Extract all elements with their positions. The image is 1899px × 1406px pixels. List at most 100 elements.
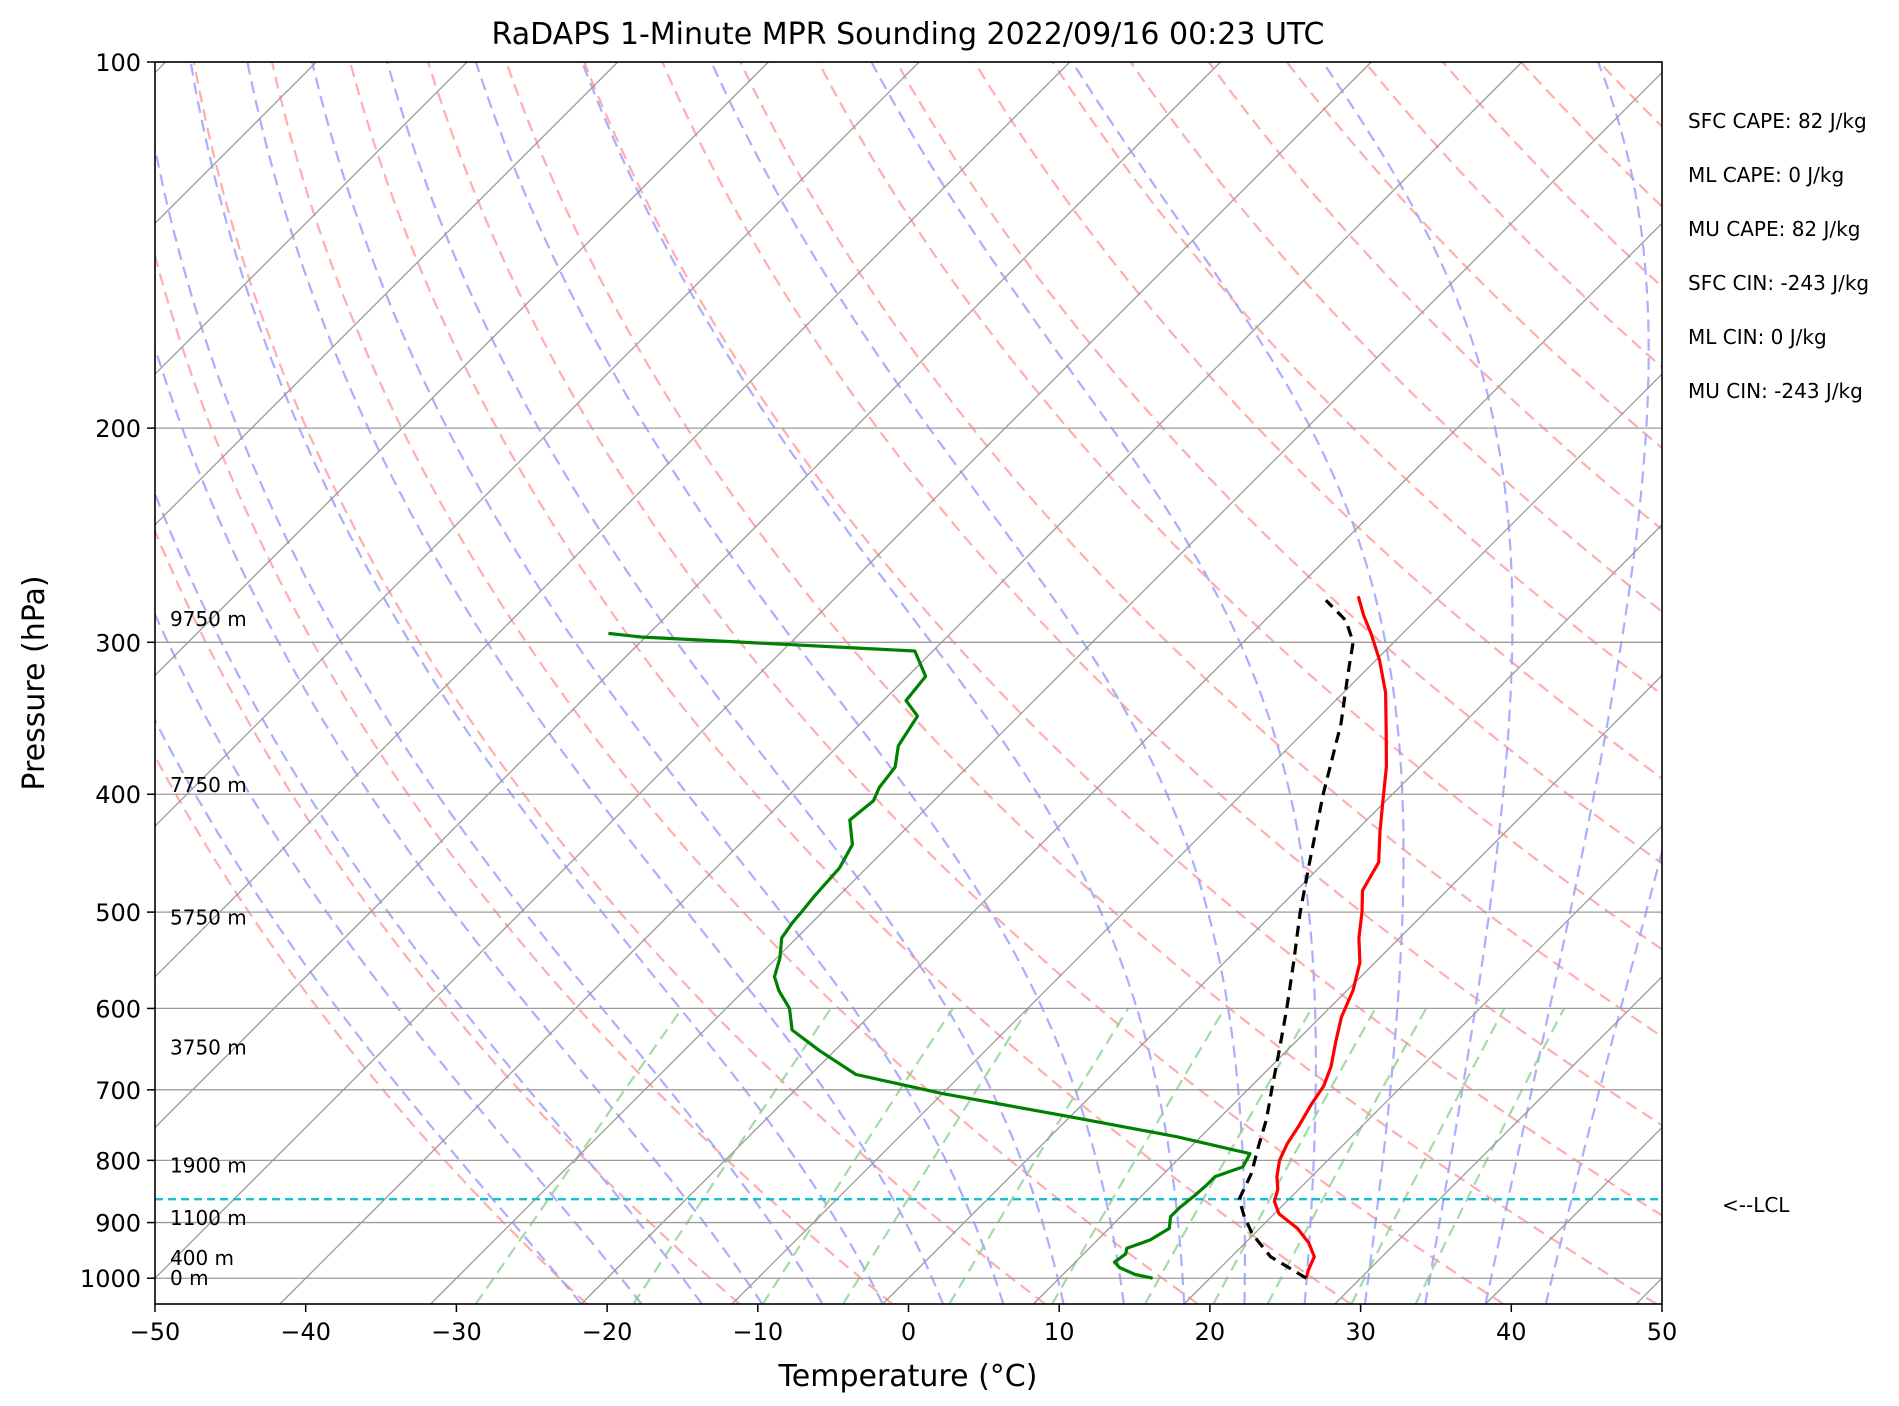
dry-adiabat-line bbox=[270, 62, 1199, 1304]
dry-adiabat-line bbox=[1833, 62, 1899, 1304]
lcl-group: <--LCL bbox=[155, 1193, 1790, 1217]
y-axis: 100 200 300 400 500 600 700 800 900 1000 bbox=[80, 49, 155, 1293]
y-tick-label: 600 bbox=[95, 995, 141, 1023]
dewpoint-profile bbox=[608, 631, 1252, 1280]
dry-adiabat-line bbox=[427, 62, 1505, 1304]
isotherm-line bbox=[155, 62, 1372, 1280]
dry-adiabat-line bbox=[1520, 62, 1662, 208]
moist-adiabat-line bbox=[155, 344, 764, 1304]
x-axis: −50 −40 −30 −20 −10 0 10 20 30 40 50 bbox=[130, 1304, 1678, 1346]
isotherm-line bbox=[1334, 975, 1662, 1304]
sounding-profiles bbox=[608, 595, 1388, 1280]
index-label: MU CIN: -243 J/kg bbox=[1688, 379, 1863, 403]
background-lines bbox=[0, 62, 1899, 1304]
index-label: ML CIN: 0 J/kg bbox=[1688, 325, 1827, 349]
height-label: 3750 m bbox=[170, 1035, 247, 1059]
height-label: 7750 m bbox=[170, 773, 247, 797]
y-tick-label: 300 bbox=[95, 629, 141, 657]
dry-adiabat-line bbox=[192, 62, 1046, 1304]
x-tick-label: −20 bbox=[582, 1318, 633, 1346]
dry-adiabat-line bbox=[155, 528, 741, 1304]
y-tick-label: 1000 bbox=[80, 1265, 141, 1293]
dry-adiabat-line bbox=[155, 754, 588, 1304]
x-tick-label: −50 bbox=[130, 1318, 181, 1346]
mixing-ratio-line bbox=[1212, 1007, 1377, 1304]
isotherm-line bbox=[0, 62, 15, 1304]
isotherm-line bbox=[731, 373, 1662, 1304]
mixing-ratio-line bbox=[761, 1007, 954, 1304]
moist-adiabat-line bbox=[474, 62, 1125, 1304]
isotherm-line bbox=[580, 222, 1662, 1304]
mixing-ratio-line bbox=[474, 1007, 683, 1304]
x-tick-label: −30 bbox=[431, 1318, 482, 1346]
dry-adiabat-line bbox=[973, 62, 1662, 780]
dry-adiabat-line bbox=[1051, 62, 1662, 696]
moist-adiabat-line bbox=[155, 717, 583, 1304]
moist-adiabat-line bbox=[386, 62, 1065, 1304]
mixing-ratio-line bbox=[1051, 1007, 1226, 1304]
index-label: ML CAPE: 0 J/kg bbox=[1688, 163, 1844, 187]
mixing-ratio-line bbox=[1266, 1007, 1428, 1304]
height-label: 1900 m bbox=[170, 1154, 247, 1178]
x-tick-label: 40 bbox=[1496, 1318, 1527, 1346]
dry-adiabat-line bbox=[661, 62, 1662, 1127]
isotherm-line bbox=[1485, 1126, 1662, 1304]
moist-adiabat-line bbox=[710, 62, 1246, 1304]
moist-adiabat-line bbox=[1484, 62, 1650, 1304]
y-tick-label: 200 bbox=[95, 415, 141, 443]
dry-adiabat-line bbox=[895, 62, 1662, 865]
isobar-grid bbox=[155, 61, 1662, 1279]
isotherm-line bbox=[155, 62, 1071, 978]
x-tick-label: 10 bbox=[1044, 1318, 1075, 1346]
dry-adiabat-line bbox=[583, 62, 1662, 1217]
height-label: 1100 m bbox=[170, 1206, 247, 1230]
isotherm-line bbox=[155, 62, 1221, 1129]
x-axis-label: Temperature (°C) bbox=[778, 1359, 1038, 1394]
height-label: 9750 m bbox=[170, 607, 247, 631]
x-tick-label: 20 bbox=[1195, 1318, 1226, 1346]
dry-adiabat-line bbox=[739, 62, 1662, 1038]
lcl-label: <--LCL bbox=[1722, 1193, 1790, 1217]
indices-panel: SFC CAPE: 82 J/kg ML CAPE: 0 J/kg MU CAPE:… bbox=[1688, 109, 1869, 403]
index-label: MU CAPE: 82 J/kg bbox=[1688, 217, 1860, 241]
moist-adiabat-line bbox=[1322, 62, 1514, 1304]
moist-adiabat-line bbox=[1071, 62, 1405, 1304]
dry-adiabat-line bbox=[1363, 62, 1662, 369]
moist-adiabat-line bbox=[246, 62, 945, 1304]
y-axis-label: Pressure (hPa) bbox=[17, 575, 52, 790]
mixing-ratio-line bbox=[1350, 1007, 1506, 1304]
dry-adiabat-line bbox=[1129, 62, 1662, 614]
dry-adiabat-line bbox=[817, 62, 1662, 951]
isotherm-line bbox=[882, 523, 1662, 1304]
dry-adiabat-line bbox=[1207, 62, 1662, 531]
moist-adiabat-line bbox=[189, 62, 884, 1304]
index-label: SFC CAPE: 82 J/kg bbox=[1688, 109, 1867, 133]
height-label: 5750 m bbox=[170, 905, 247, 929]
y-tick-label: 800 bbox=[95, 1147, 141, 1175]
dry-adiabat-line bbox=[155, 251, 894, 1304]
isotherm-line bbox=[155, 62, 468, 375]
mixing-ratio-line bbox=[948, 1007, 1130, 1304]
x-tick-label: 50 bbox=[1647, 1318, 1678, 1346]
isotherm-line bbox=[279, 62, 1523, 1304]
moist-adiabat-line bbox=[311, 62, 1005, 1304]
isotherm-line bbox=[430, 71, 1662, 1304]
isotherm-line bbox=[155, 62, 619, 526]
y-tick-label: 900 bbox=[95, 1210, 141, 1238]
chart-title: RaDAPS 1-Minute MPR Sounding 2022/09/16 … bbox=[492, 17, 1325, 52]
temperature-profile bbox=[1272, 595, 1388, 1279]
y-tick-label: 400 bbox=[95, 781, 141, 809]
index-label: SFC CIN: -243 J/kg bbox=[1688, 271, 1869, 295]
moist-adiabat-line bbox=[155, 490, 703, 1304]
height-label: 400 m bbox=[170, 1246, 234, 1270]
moist-adiabat-line bbox=[581, 62, 1186, 1304]
isotherm-line bbox=[1032, 674, 1662, 1304]
x-tick-label: 0 bbox=[901, 1318, 916, 1346]
y-tick-label: 700 bbox=[95, 1077, 141, 1105]
x-tick-label: 30 bbox=[1345, 1318, 1376, 1346]
height-label: 0 m bbox=[170, 1266, 209, 1290]
dry-adiabat-line bbox=[1677, 62, 1899, 1304]
isotherm-line bbox=[1635, 1277, 1662, 1304]
